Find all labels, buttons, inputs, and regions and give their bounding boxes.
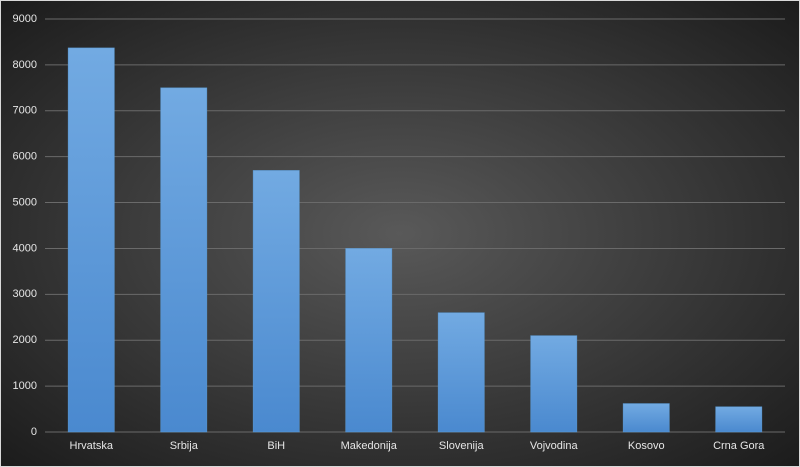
- x-tick-label: Srbija: [170, 440, 199, 452]
- y-tick-label: 7000: [13, 105, 37, 117]
- bar: [530, 335, 578, 433]
- y-tick-label: 5000: [13, 196, 37, 208]
- x-tick-label: Makedonija: [341, 440, 398, 452]
- x-tick-label: Hrvatska: [70, 440, 114, 452]
- y-tick-label: 2000: [13, 334, 37, 346]
- y-tick-label: 1000: [13, 380, 37, 392]
- y-tick-label: 3000: [13, 288, 37, 300]
- y-tick-label: 9000: [13, 13, 37, 25]
- bar: [437, 312, 485, 433]
- bar: [345, 248, 393, 433]
- y-tick-label: 0: [31, 426, 37, 438]
- bar: [160, 87, 208, 433]
- x-tick-label: Vojvodina: [530, 440, 579, 452]
- bar: [622, 403, 670, 433]
- x-tick-label: Crna Gora: [713, 440, 765, 452]
- x-tick-label: Slovenija: [439, 440, 485, 452]
- y-tick-label: 8000: [13, 59, 37, 71]
- y-tick-label: 6000: [13, 151, 37, 163]
- y-tick-label: 4000: [13, 242, 37, 254]
- x-tick-label: Kosovo: [628, 440, 665, 452]
- bar: [252, 170, 300, 433]
- x-tick-label: BiH: [267, 440, 285, 452]
- bar: [67, 47, 115, 433]
- bar: [715, 406, 763, 433]
